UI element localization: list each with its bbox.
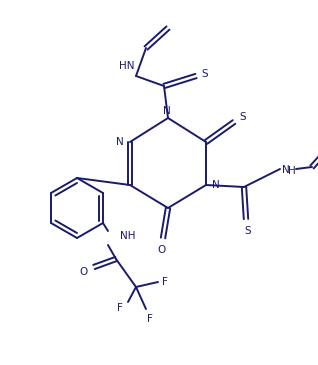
Text: H: H xyxy=(288,166,296,176)
Text: N: N xyxy=(212,180,220,190)
Text: N: N xyxy=(282,165,290,175)
Text: S: S xyxy=(202,69,208,79)
Text: F: F xyxy=(162,277,168,287)
Text: S: S xyxy=(240,112,246,122)
Text: F: F xyxy=(117,303,123,313)
Text: F: F xyxy=(147,314,153,324)
Text: NH: NH xyxy=(120,231,135,241)
Text: O: O xyxy=(80,267,88,277)
Text: O: O xyxy=(157,245,165,255)
Text: HN: HN xyxy=(119,61,134,71)
Text: N: N xyxy=(116,137,124,147)
Text: N: N xyxy=(163,106,171,116)
Text: S: S xyxy=(245,226,251,236)
